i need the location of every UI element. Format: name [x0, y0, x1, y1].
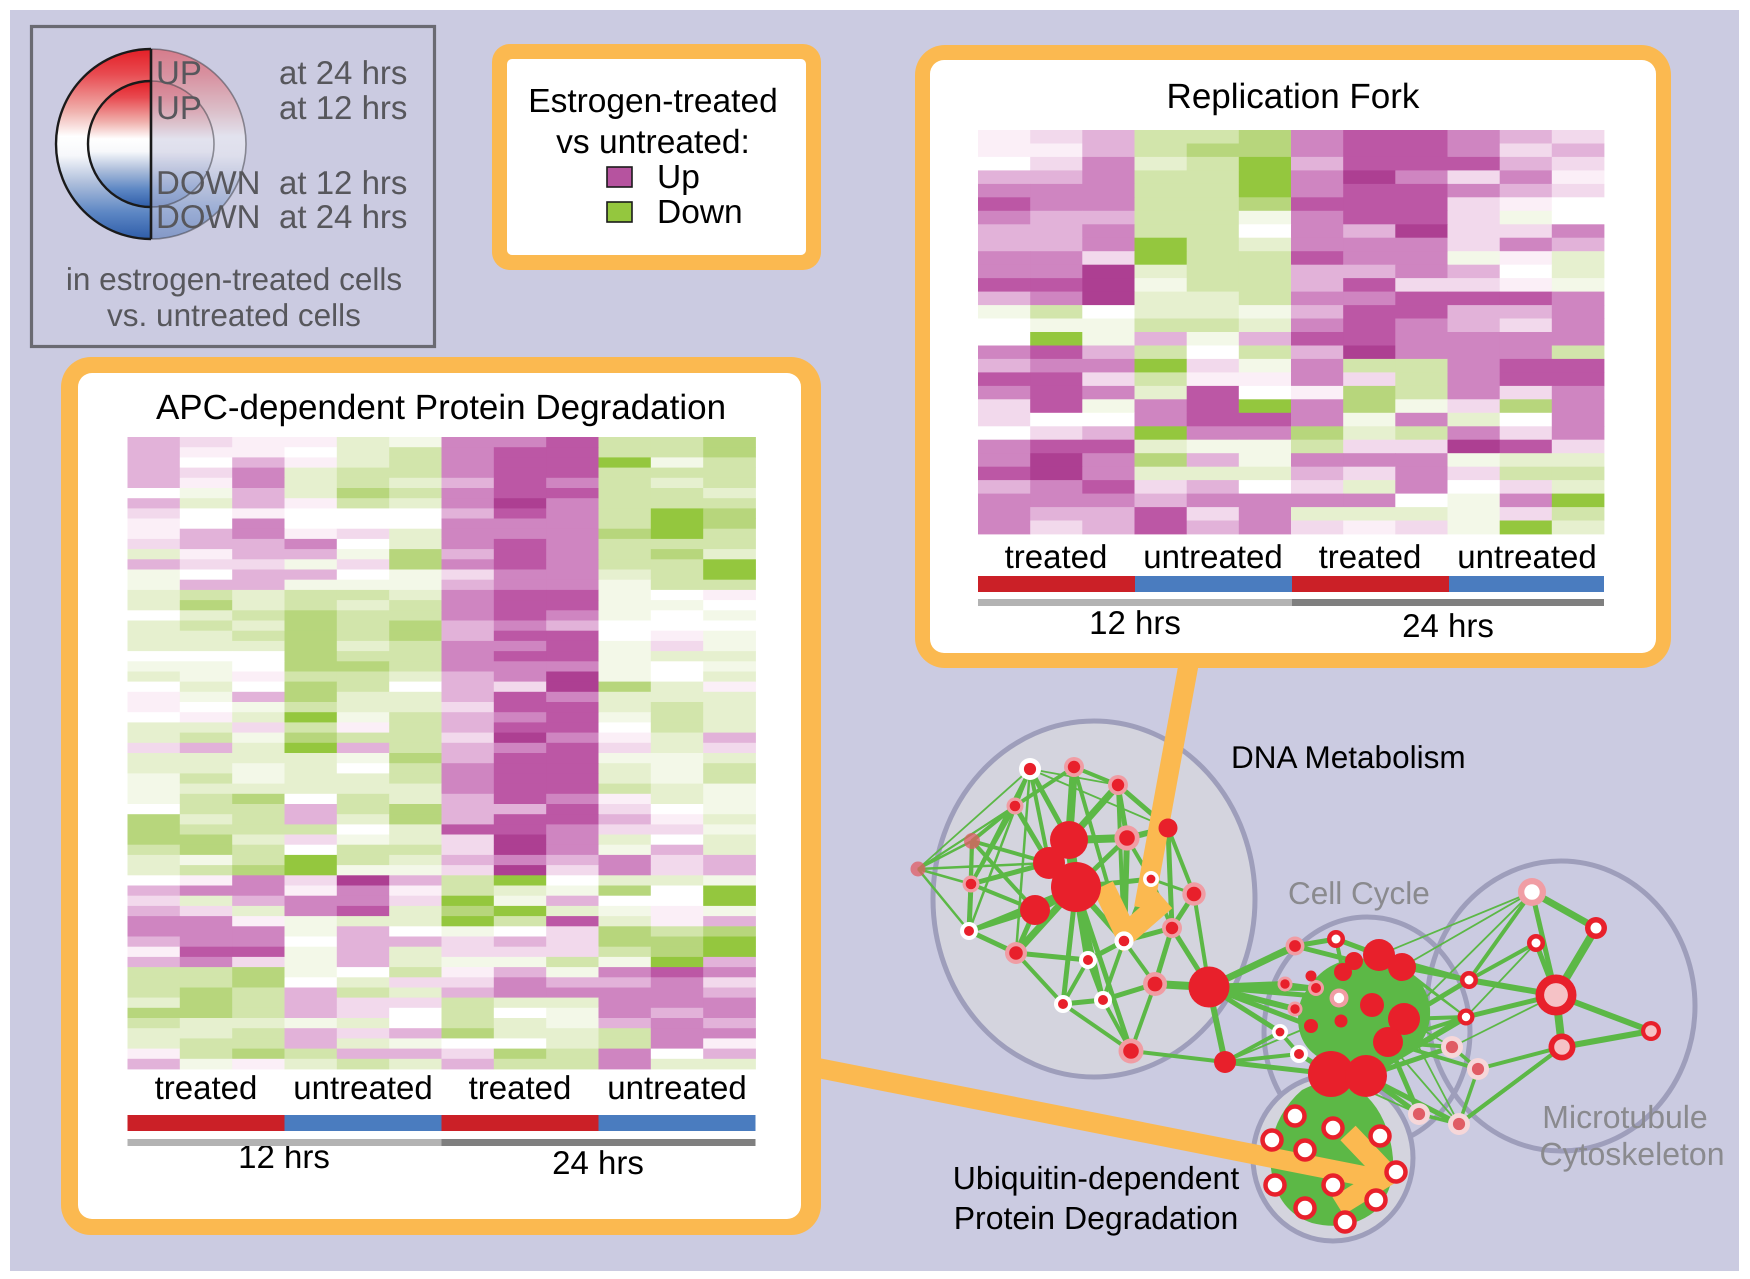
svg-text:at 12 hrs: at 12 hrs	[279, 89, 407, 126]
svg-text:at 24 hrs: at 24 hrs	[279, 198, 407, 235]
svg-text:24 hrs: 24 hrs	[1402, 607, 1494, 644]
svg-text:Replication Fork: Replication Fork	[1167, 77, 1420, 116]
svg-text:Up: Up	[657, 159, 700, 196]
svg-text:UP: UP	[156, 54, 202, 91]
svg-text:at 12 hrs: at 12 hrs	[279, 164, 407, 201]
svg-text:DOWN: DOWN	[156, 164, 260, 201]
svg-text:Cell Cycle: Cell Cycle	[1288, 875, 1430, 911]
svg-text:Microtubule: Microtubule	[1542, 1099, 1707, 1135]
svg-text:in estrogen-treated cells: in estrogen-treated cells	[66, 261, 402, 297]
svg-text:untreated: untreated	[1457, 538, 1596, 575]
svg-text:DNA Metabolism: DNA Metabolism	[1231, 739, 1466, 775]
svg-text:vs. untreated cells: vs. untreated cells	[107, 297, 361, 333]
svg-text:Protein Degradation: Protein Degradation	[954, 1200, 1239, 1236]
svg-text:Down: Down	[657, 194, 743, 231]
svg-text:APC-dependent Protein Degradat: APC-dependent Protein Degradation	[156, 388, 726, 427]
svg-text:UP: UP	[156, 89, 202, 126]
svg-text:treated: treated	[1319, 538, 1422, 575]
svg-text:treated: treated	[155, 1069, 258, 1106]
svg-text:Cytoskeleton: Cytoskeleton	[1540, 1136, 1725, 1172]
svg-text:vs untreated:: vs untreated:	[556, 124, 750, 161]
svg-text:untreated: untreated	[1143, 538, 1282, 575]
svg-text:at 24 hrs: at 24 hrs	[279, 54, 407, 91]
svg-text:12 hrs: 12 hrs	[1089, 604, 1181, 641]
svg-text:24 hrs: 24 hrs	[552, 1144, 644, 1181]
svg-text:treated: treated	[469, 1069, 572, 1106]
svg-text:untreated: untreated	[607, 1069, 746, 1106]
svg-text:DOWN: DOWN	[156, 198, 260, 235]
svg-text:Estrogen-treated: Estrogen-treated	[528, 83, 778, 120]
svg-text:treated: treated	[1005, 538, 1108, 575]
svg-text:Ubiquitin-dependent: Ubiquitin-dependent	[953, 1160, 1240, 1196]
svg-text:untreated: untreated	[293, 1069, 432, 1106]
